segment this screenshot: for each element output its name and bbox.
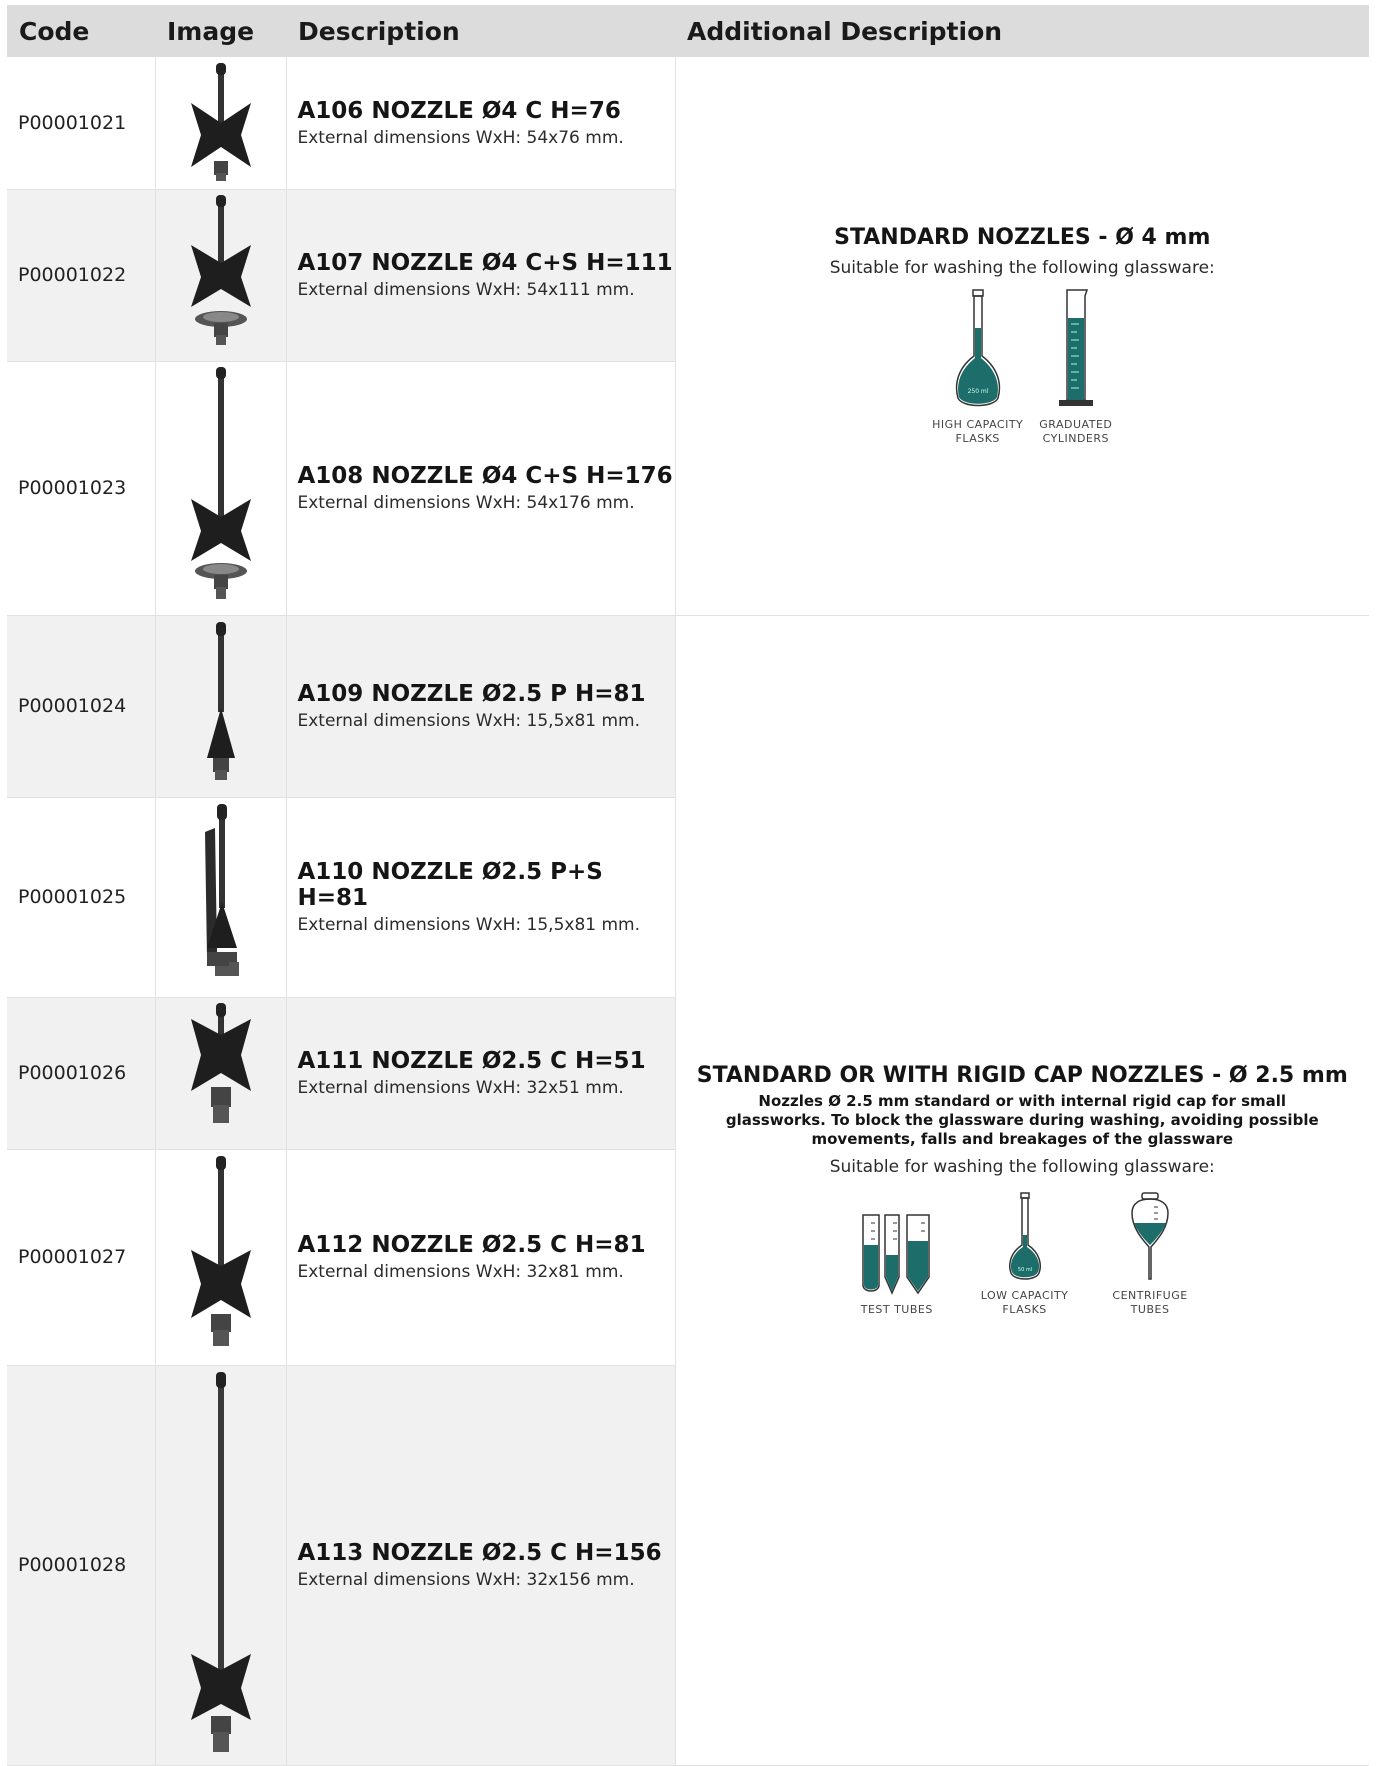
- group-standard-rigid-cap-2-5mm: STANDARD OR WITH RIGID CAP NOZZLES - Ø 2…: [675, 615, 1370, 1766]
- glassware-label-line-1: TEST TUBES: [860, 1303, 933, 1316]
- product-image: [155, 997, 287, 1150]
- cross-nozzle-long-icon: [190, 1372, 251, 1752]
- cone-nozzle-icon: [206, 622, 235, 780]
- product-description: A111 NOZZLE Ø2.5 C H=51 External dimensi…: [286, 997, 676, 1150]
- group-suitable-text: Suitable for washing the following glass…: [829, 258, 1215, 279]
- glassware-label-line-2: TUBES: [1130, 1303, 1170, 1316]
- header-code: Code: [7, 5, 155, 57]
- product-dimensions: External dimensions WxH: 32x51 mm.: [297, 1078, 624, 1098]
- table-row: P00001024 A109 NOZZLE Ø2.5 P H=81 Extern…: [7, 615, 1369, 1766]
- product-code: P00001021: [7, 57, 156, 190]
- product-dimensions: External dimensions WxH: 54x176 mm.: [297, 493, 635, 513]
- glassware-label-line-2: FLASKS: [955, 432, 1000, 446]
- product-title: A109 NOZZLE Ø2.5 P H=81: [297, 681, 646, 707]
- cross-nozzle-spiral-icon: [190, 195, 251, 345]
- header-description: Description: [286, 5, 675, 57]
- product-code: P00001027: [7, 1149, 156, 1366]
- glassware-label: GRADUATED CYLINDERS: [1039, 418, 1112, 446]
- product-description: A108 NOZZLE Ø4 C+S H=176 External dimens…: [286, 361, 676, 616]
- table-row: P00001021 A106 NOZZLE Ø4 C H=76 External…: [7, 57, 1369, 616]
- product-image: [155, 797, 287, 998]
- product-image: [155, 57, 287, 190]
- product-title: A112 NOZZLE Ø2.5 C H=81: [297, 1232, 646, 1258]
- product-dimensions: External dimensions WxH: 54x76 mm.: [297, 127, 624, 148]
- product-title: A108 NOZZLE Ø4 C+S H=176: [297, 463, 673, 489]
- glassware-label: LOW CAPACITY FLASKS: [981, 1289, 1069, 1317]
- product-dimensions: External dimensions WxH: 15,5x81 mm.: [297, 711, 641, 731]
- table-row: P00001023 A108 NOZZLE Ø4 C+S H=176 Exter…: [7, 361, 1369, 616]
- glassware-item: 250 ml HIGH CAPACITY FLASKS: [932, 288, 1023, 446]
- product-image: [155, 361, 287, 616]
- glassware-list: 250 ml HIGH CAPACITY FLASKS: [676, 288, 1370, 446]
- product-title: A106 NOZZLE Ø4 C H=76: [297, 97, 621, 124]
- product-image: [155, 1365, 287, 1766]
- group-suitable-text: Suitable for washing the following glass…: [829, 1157, 1215, 1177]
- table-header-row: Code Image Description Additional Descri…: [7, 5, 1369, 57]
- product-title: A111 NOZZLE Ø2.5 C H=51: [297, 1048, 646, 1074]
- cross-nozzle-mini-icon: [190, 1003, 251, 1123]
- glassware-label-line-2: CYLINDERS: [1042, 432, 1109, 446]
- glassware-label-line-2: FLASKS: [1002, 1303, 1047, 1316]
- group-title: STANDARD NOZZLES - Ø 4 mm: [834, 225, 1211, 251]
- product-code: P00001025: [7, 797, 156, 998]
- glassware-item: 50 ml LOW CAPACITY FLASKS: [981, 1191, 1069, 1317]
- product-description: A110 NOZZLE Ø2.5 P+S H=81 External dimen…: [286, 797, 676, 998]
- product-image: [155, 189, 287, 362]
- glassware-label-line-1: GRADUATED: [1039, 418, 1113, 432]
- glassware-label: TEST TUBES: [861, 1303, 933, 1317]
- product-image: [155, 1149, 287, 1366]
- product-description: A113 NOZZLE Ø2.5 C H=156 External dimens…: [286, 1365, 676, 1766]
- graduated-cylinder-icon: [1058, 289, 1093, 407]
- nozzle-catalog-table: Code Image Description Additional Descri…: [7, 5, 1369, 1766]
- centrifuge-tube-icon: [1131, 1192, 1169, 1280]
- cross-nozzle-spiral-long-icon: [190, 367, 251, 599]
- product-code: P00001022: [7, 189, 156, 362]
- product-description: A107 NOZZLE Ø4 C+S H=111 External dimens…: [286, 189, 676, 362]
- group-title: STANDARD OR WITH RIGID CAP NOZZLES - Ø 2…: [696, 1063, 1348, 1088]
- table-row: P00001028 A113 NOZZLE Ø2.5 C H=156 Exter…: [7, 1365, 1369, 1766]
- volumetric-flask-icon: 250 ml: [955, 289, 1000, 407]
- table-row: P00001025 A110 NOZZLE Ø2.5 P+S H=81 Exte…: [7, 797, 1369, 998]
- table-row: P00001026 A111 NOZZLE Ø2.5 C H=51 Extern…: [7, 997, 1369, 1150]
- glassware-item: GRADUATED CYLINDERS: [1039, 288, 1112, 446]
- small-flask-icon: 50 ml: [1008, 1192, 1041, 1280]
- glassware-item: TEST TUBES: [857, 1211, 937, 1317]
- product-code: P00001028: [7, 1365, 156, 1766]
- product-title: A107 NOZZLE Ø4 C+S H=111: [297, 250, 673, 276]
- flask-print: 50 ml: [1017, 1267, 1031, 1273]
- product-code: P00001026: [7, 997, 156, 1150]
- product-dimensions: External dimensions WxH: 54x111 mm.: [297, 280, 635, 300]
- product-description: A109 NOZZLE Ø2.5 P H=81 External dimensi…: [286, 615, 676, 798]
- glassware-label: HIGH CAPACITY FLASKS: [932, 418, 1023, 446]
- product-image: [155, 615, 287, 798]
- product-description: A112 NOZZLE Ø2.5 C H=81 External dimensi…: [286, 1149, 676, 1366]
- glassware-label: CENTRIFUGE TUBES: [1112, 1289, 1187, 1317]
- test-tubes-icon: [862, 1214, 930, 1295]
- product-description: A106 NOZZLE Ø4 C H=76 External dimension…: [286, 57, 676, 190]
- flask-print: 250 ml: [967, 388, 988, 395]
- table-row: P00001022 A107 NOZZLE Ø4 C+S H=111 Exter…: [7, 189, 1369, 362]
- group-note: Nozzles Ø 2.5 mm standard or with intern…: [725, 1092, 1319, 1148]
- product-dimensions: External dimensions WxH: 15,5x81 mm.: [297, 915, 641, 935]
- glassware-list: TEST TUBES 50 ml LOW CAPACITY FLASKS: [676, 1191, 1370, 1317]
- header-image: Image: [155, 5, 286, 57]
- table-row: P00001027 A112 NOZZLE Ø2.5 C H=81 Extern…: [7, 1149, 1369, 1366]
- glassware-label-line-1: LOW CAPACITY: [980, 1289, 1069, 1302]
- product-dimensions: External dimensions WxH: 32x81 mm.: [297, 1262, 624, 1282]
- cone-nozzle-clip-icon: [204, 804, 239, 976]
- glassware-item: CENTRIFUGE TUBES: [1112, 1191, 1187, 1317]
- product-code: P00001024: [7, 615, 156, 798]
- glassware-label-line-1: CENTRIFUGE: [1112, 1289, 1188, 1302]
- product-title: A113 NOZZLE Ø2.5 C H=156: [297, 1540, 662, 1566]
- cross-nozzle-short-icon: [190, 62, 251, 181]
- product-title: A110 NOZZLE Ø2.5 P+S H=81: [297, 859, 603, 911]
- product-dimensions: External dimensions WxH: 32x156 mm.: [297, 1570, 635, 1590]
- product-code: P00001023: [7, 361, 156, 616]
- cross-nozzle-medium-icon: [190, 1156, 251, 1346]
- glassware-label-line-1: HIGH CAPACITY: [932, 418, 1024, 432]
- group-standard-4mm: STANDARD NOZZLES - Ø 4 mm Suitable for w…: [675, 57, 1370, 616]
- header-additional-description: Additional Description: [675, 5, 1369, 57]
